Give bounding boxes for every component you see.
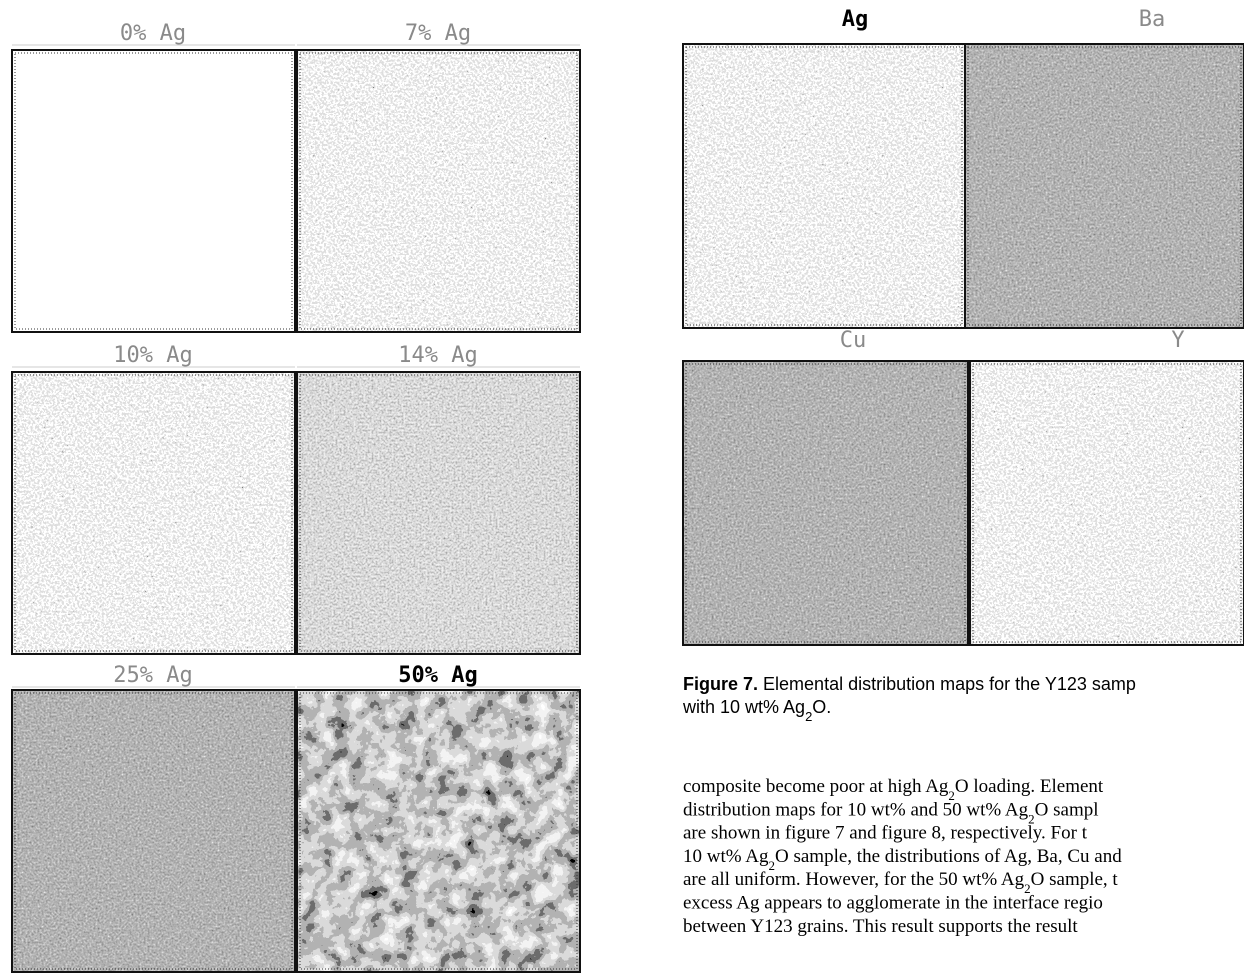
map-image [12, 372, 295, 654]
map-image [12, 690, 295, 972]
subscript: 2 [769, 857, 776, 872]
map-border [11, 371, 296, 655]
map-border [296, 371, 581, 655]
map-frame [685, 46, 963, 326]
panel-label: 10% Ag [113, 343, 192, 368]
text-run: O sample, t [1031, 869, 1119, 890]
text-run: are all uniform. However, for the 50 wt%… [683, 869, 1025, 890]
text-run: composite become poor at high Ag [683, 776, 949, 797]
text-run: O sample, the distributions of Ag, Ba, C… [775, 846, 1122, 867]
text-run: O loading. Element [955, 776, 1104, 797]
subscript: 2 [805, 709, 812, 724]
text-run: 10 wt% Ag [683, 846, 769, 867]
caption-label: Figure 7. [683, 674, 758, 694]
map-border [682, 360, 969, 646]
subscript: 2 [1024, 881, 1031, 896]
text-line: between Y123 grains. This result support… [683, 916, 1078, 937]
text-line: are all uniform. However, for the 50 wt%… [683, 869, 1118, 896]
text-line: Figure 7. Elemental distribution maps fo… [683, 674, 1136, 694]
map-image [297, 690, 580, 972]
text-run: excess Ag appears to agglomerate in the … [683, 893, 1103, 914]
text-run: O. [812, 697, 831, 717]
map-frame [14, 52, 293, 330]
text-run: O sampl [1035, 799, 1099, 820]
map-border [11, 689, 296, 973]
map-image [965, 44, 1244, 328]
panel-label: Cu [840, 328, 867, 353]
map-image [683, 44, 965, 328]
subscript: 2 [1028, 811, 1035, 826]
panel-label: 25% Ag [113, 663, 192, 688]
map-frame [14, 692, 293, 970]
map-image [297, 50, 580, 332]
text-run: Elemental distribution maps for the Y123… [763, 674, 1136, 694]
panel-label: Ag [842, 7, 869, 32]
map-border [969, 360, 1244, 646]
text-line: are shown in figure 7 and figure 8, resp… [683, 823, 1088, 844]
text-line: with 10 wt% Ag2O. [682, 697, 831, 724]
panel-label: Y [1171, 328, 1184, 353]
panel-label: 0% Ag [120, 21, 186, 46]
panel-label: Ba [1139, 7, 1166, 32]
text-line: 10 wt% Ag2O sample, the distributions of… [683, 846, 1122, 873]
map-image [12, 50, 295, 332]
map-frame [685, 363, 966, 643]
panel-label: 14% Ag [398, 343, 477, 368]
panel-label: 7% Ag [405, 21, 471, 46]
map-frame [299, 692, 578, 970]
text-run: with 10 wt% Ag [682, 697, 805, 717]
text-run: distribution maps for 10 wt% and 50 wt% … [683, 799, 1029, 820]
map-frame [299, 52, 578, 330]
map-border [11, 49, 296, 333]
map-border [296, 689, 581, 973]
text-line: distribution maps for 10 wt% and 50 wt% … [683, 799, 1099, 826]
text-run: are shown in figure 7 and figure 8, resp… [683, 823, 1088, 844]
map-image [970, 361, 1244, 645]
map-frame [299, 374, 578, 652]
panel-label: 50% Ag [398, 663, 477, 688]
map-image [297, 372, 580, 654]
map-image [683, 361, 968, 645]
map-frame [967, 46, 1242, 326]
text-line: excess Ag appears to agglomerate in the … [683, 893, 1103, 914]
map-border [296, 49, 581, 333]
map-border [964, 43, 1244, 329]
text-line: composite become poor at high Ag2O loadi… [683, 776, 1104, 803]
subscript: 2 [948, 788, 955, 803]
text-run: between Y123 grains. This result support… [683, 916, 1078, 937]
map-frame [14, 374, 293, 652]
